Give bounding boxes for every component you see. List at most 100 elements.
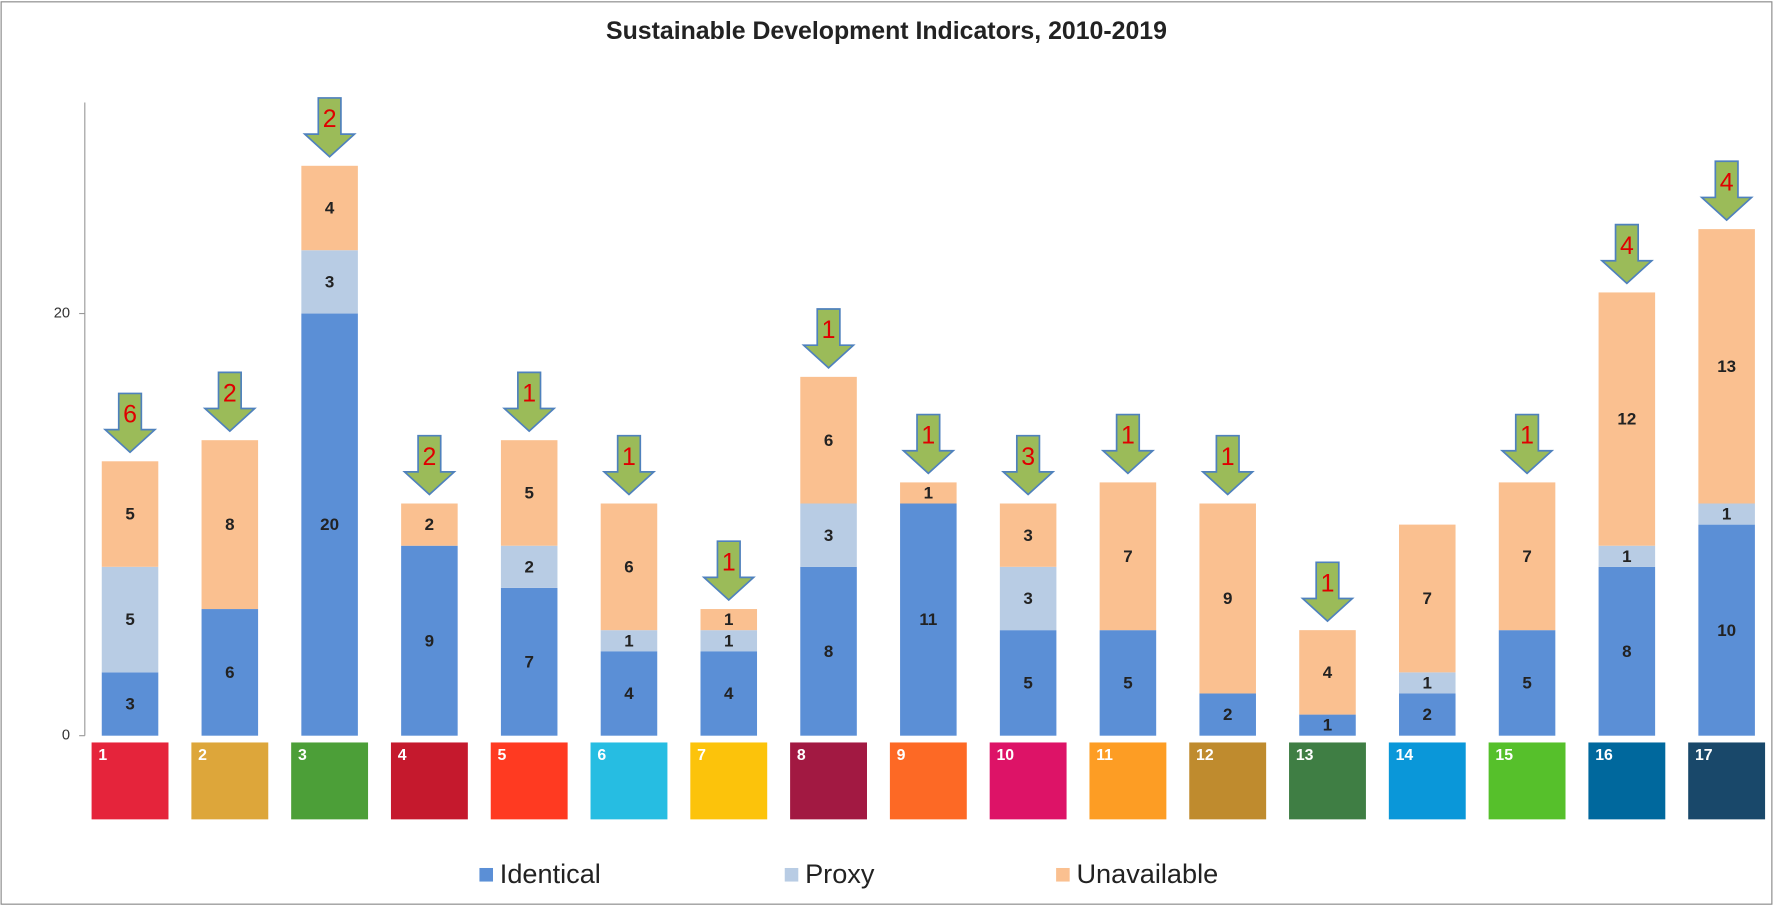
data-label: 4 [1323, 663, 1333, 682]
data-label: 4 [325, 199, 335, 218]
bar-segment [900, 503, 957, 736]
sdg-icon [989, 742, 1067, 820]
x-tick-label: 5 [498, 747, 507, 764]
bar-segment [700, 630, 758, 652]
data-label: 5 [1123, 674, 1132, 693]
bar-segment [1598, 292, 1656, 546]
annotation-arrow [302, 97, 357, 158]
sdg-icon [91, 742, 169, 820]
annotation-label: 4 [1720, 168, 1734, 196]
data-label: 3 [1023, 589, 1032, 608]
bar-segment [1199, 503, 1256, 694]
data-label: 8 [824, 642, 833, 661]
data-label: 7 [1123, 547, 1132, 566]
data-label: 5 [1023, 674, 1032, 693]
data-label: 1 [624, 631, 633, 650]
data-label: 1 [1622, 547, 1631, 566]
x-tick-label: 4 [398, 747, 407, 764]
data-label: 2 [1223, 705, 1232, 724]
bar-segment [101, 672, 159, 736]
data-label: 7 [524, 652, 533, 671]
annotation-label: 1 [921, 422, 935, 450]
bar-segment [401, 545, 458, 736]
bar-segment [1299, 714, 1356, 736]
data-label: 6 [225, 663, 234, 682]
x-tick-label: 7 [697, 747, 706, 764]
data-label: 3 [325, 272, 334, 291]
x-tick-label: 10 [996, 747, 1014, 764]
data-label: 13 [1717, 357, 1736, 376]
bar-segment [1598, 545, 1656, 567]
sdg-icon [1289, 742, 1366, 820]
x-tick-label: 6 [597, 747, 606, 764]
x-tick-label: 15 [1495, 747, 1513, 764]
bar-segment [301, 313, 358, 736]
data-label: 2 [524, 557, 533, 576]
data-label: 4 [624, 684, 634, 703]
annotation-label: 3 [1021, 443, 1035, 471]
data-label: 4 [724, 684, 734, 703]
data-label: 1 [1323, 716, 1332, 735]
chart-title: Sustainable Development Indicators, 2010… [606, 17, 1167, 45]
data-label: 2 [425, 515, 434, 534]
data-label: 20 [320, 515, 339, 534]
bar-segment [1199, 693, 1256, 736]
data-label: 6 [824, 431, 833, 450]
bar-segment [700, 609, 758, 631]
bar-segment [201, 609, 259, 736]
annotation-arrow [901, 413, 956, 475]
legend-swatch [1056, 867, 1070, 882]
bar-segment [800, 503, 857, 567]
annotation-arrow [402, 434, 457, 496]
sdg-icon [590, 742, 668, 820]
bar-segment [800, 566, 857, 736]
annotation-arrow [1699, 160, 1754, 222]
annotation-arrow [1599, 223, 1654, 285]
x-tick-label: 2 [198, 747, 207, 764]
bar-segment [101, 566, 159, 673]
bar-segment [1399, 693, 1456, 736]
bar-segment [999, 503, 1057, 567]
annotation-arrow [601, 434, 657, 496]
annotation-arrow [1300, 561, 1355, 623]
data-label: 5 [1522, 674, 1531, 693]
annotation-label: 4 [1620, 232, 1634, 260]
annotation-label: 1 [1520, 422, 1534, 450]
bar-segment [301, 165, 358, 251]
annotation-label: 1 [1321, 569, 1335, 597]
legend-label: Unavailable [1076, 858, 1218, 889]
bar-segment [600, 503, 658, 631]
annotation-arrow [202, 371, 257, 433]
annotation-label: 2 [422, 443, 436, 471]
bar-segment [1698, 229, 1755, 504]
x-tick-label: 8 [797, 747, 806, 764]
x-tick-label: 1 [98, 747, 107, 764]
sdg-icon [390, 742, 468, 820]
bar-segment [800, 376, 857, 504]
data-label: 5 [524, 484, 533, 503]
data-label: 5 [125, 610, 134, 629]
bar-segment [999, 566, 1057, 631]
annotation-label: 1 [522, 380, 536, 408]
y-tick-label: 20 [54, 305, 70, 321]
annotation-arrow [1499, 413, 1555, 475]
annotation-label: 1 [1121, 422, 1135, 450]
x-tick-label: 17 [1695, 747, 1713, 764]
annotation-arrow [701, 540, 756, 602]
data-label: 3 [824, 526, 833, 545]
sdg-icon [490, 742, 568, 820]
bar-segment [1399, 672, 1456, 694]
data-label: 6 [624, 557, 633, 576]
annotation-label: 2 [223, 380, 237, 408]
data-label: 3 [125, 695, 134, 714]
sdg-icon [1189, 742, 1267, 820]
data-label: 7 [1423, 589, 1432, 608]
sdg-icon [1388, 742, 1466, 820]
bar-segment [1698, 524, 1755, 736]
data-label: 1 [1423, 674, 1432, 693]
annotation-arrow [1001, 434, 1056, 496]
bar-segment [1698, 503, 1755, 525]
bar-segment [401, 503, 458, 546]
